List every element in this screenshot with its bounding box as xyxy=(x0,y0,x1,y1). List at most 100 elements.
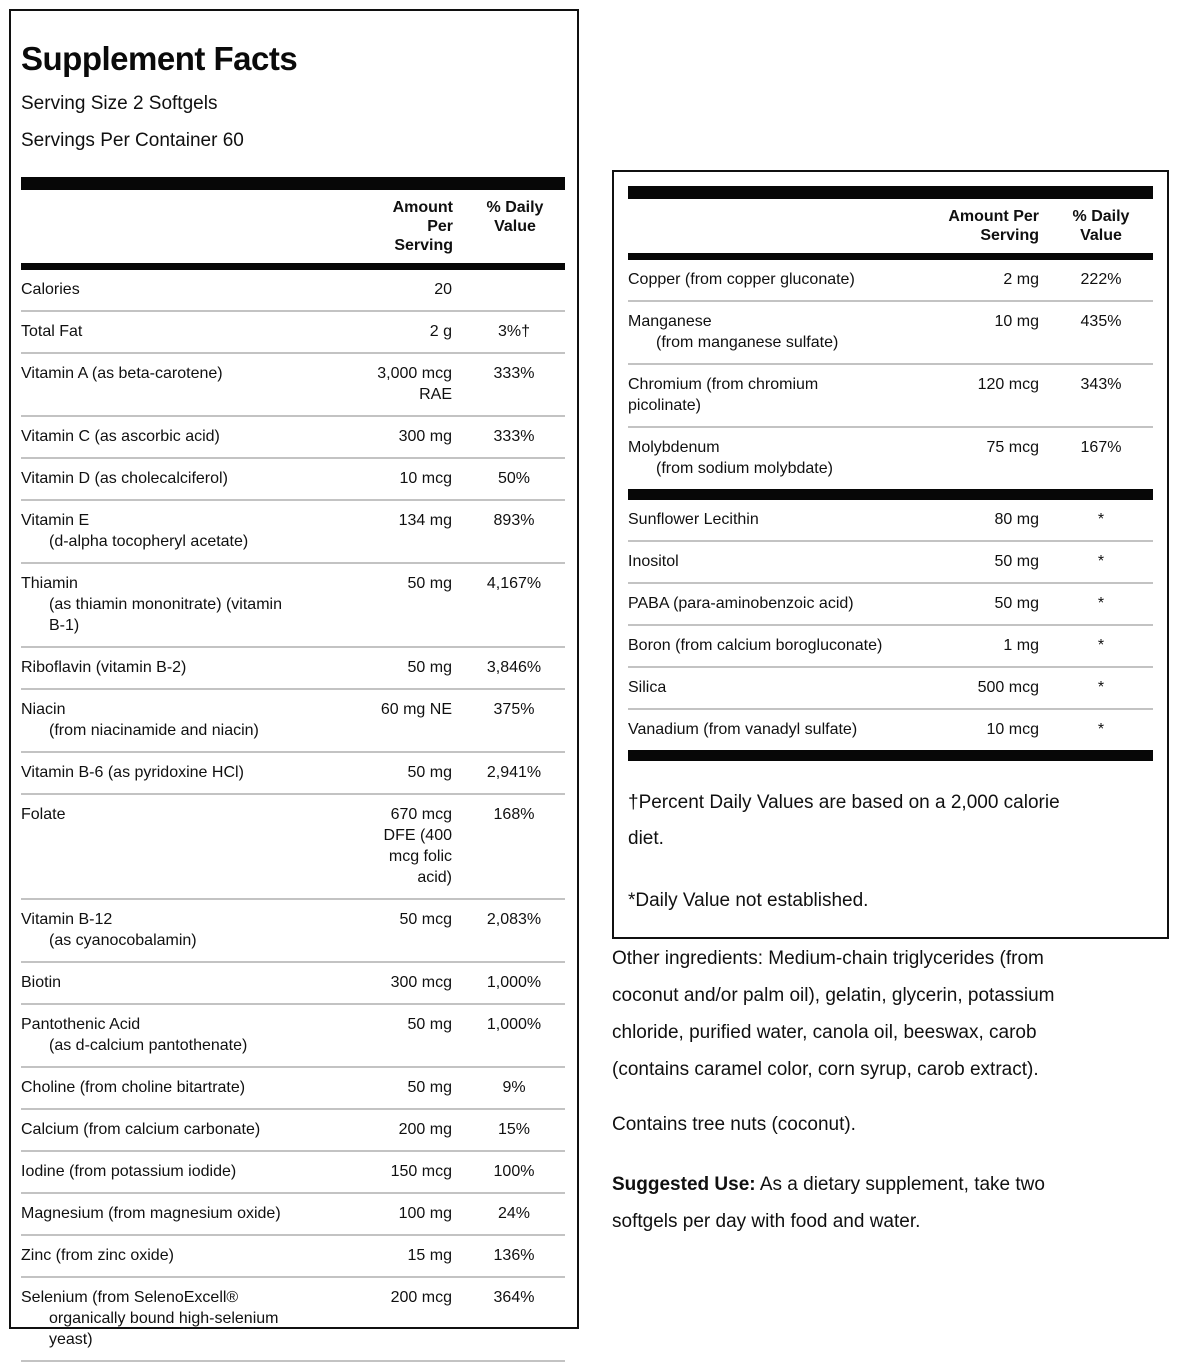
divider-bar-medium xyxy=(628,253,1153,260)
nutrient-name: Manganese (from manganese sulfate) xyxy=(628,311,933,353)
nutrient-name: Molybdenum (from sodium molybdate) xyxy=(628,437,933,479)
nutrient-name: Folate xyxy=(21,805,66,823)
nutrient-name: Vitamin D (as cholecalciferol) xyxy=(21,469,228,487)
table-row: Vitamin C (as ascorbic acid) 300 mg 333% xyxy=(21,417,565,459)
supplement-facts-panel-left: Supplement Facts Serving Size 2 Softgels… xyxy=(9,9,579,1362)
group-divider-bar xyxy=(628,489,1153,500)
nutrient-amount: 50 mg xyxy=(994,553,1039,570)
table-row: Calories 20 xyxy=(21,270,565,312)
table-row: Riboflavin (vitamin B-2) 50 mg 3,846% xyxy=(21,648,565,690)
table-row: PABA (para-aminobenzoic acid) 50 mg * xyxy=(628,584,1153,626)
nutrient-name: Vitamin E (d-alpha tocopheryl acetate) xyxy=(21,510,354,552)
nutrient-daily-value: 333% xyxy=(493,364,535,382)
table-row: Molybdenum (from sodium molybdate) 75 mcg 1… xyxy=(628,428,1153,489)
nutrient-daily-value: 364% xyxy=(493,1288,535,1306)
nutrient-amount: 2 g xyxy=(429,322,452,340)
nutrient-amount: 134 mg xyxy=(398,511,452,529)
nutrient-name: Calcium (from calcium carbonate) xyxy=(21,1120,261,1138)
nutrient-daily-value: 2,083% xyxy=(486,910,542,928)
table-row: Vitamin E (d-alpha tocopheryl acetate) 134… xyxy=(21,501,565,564)
nutrient-name: Silica xyxy=(628,679,667,696)
table-row: Zinc (from zinc oxide) 15 mg 136% xyxy=(21,1236,565,1278)
table-row: Pantothenic Acid (as d-calcium pantothena… xyxy=(21,1005,565,1068)
nutrient-amount: 50 mg xyxy=(407,1015,452,1033)
table-row: Inositol 50 mg * xyxy=(628,542,1153,584)
suggested-use-text: Suggested Use: As a dietary supplement, … xyxy=(612,1166,1172,1240)
footnote-percent-daily-value: †Percent Daily Values are based on a 2,0… xyxy=(628,792,1060,849)
nutrient-daily-value: * xyxy=(1097,595,1105,612)
nutrient-amount: 15 mg xyxy=(407,1246,452,1264)
nutrient-daily-value: 3%† xyxy=(497,322,531,340)
table-row: Iodine (from potassium iodide) 150 mcg 100… xyxy=(21,1152,565,1194)
nutrient-daily-value: 15% xyxy=(497,1120,531,1138)
nutrient-daily-value: * xyxy=(1097,679,1105,696)
column-header-daily-value: % Daily Value xyxy=(1072,208,1130,244)
table-row: Silica 500 mcg * xyxy=(628,668,1153,710)
nutrient-daily-value: 375% xyxy=(493,700,535,718)
nutrient-daily-value: 333% xyxy=(493,427,535,445)
nutrient-name: Copper (from copper gluconate) xyxy=(628,271,855,288)
nutrient-name-detail: (d-alpha tocopheryl acetate) xyxy=(49,532,249,550)
nutrient-name: Sunflower Lecithin xyxy=(628,511,759,528)
nutrient-table-minerals: Copper (from copper gluconate) 2 mg 222% Ma… xyxy=(628,260,1153,489)
nutrient-daily-value: * xyxy=(1097,553,1105,570)
nutrient-daily-value: 222% xyxy=(1080,271,1122,288)
nutrient-name-detail: (as d-calcium pantothenate) xyxy=(49,1036,248,1054)
other-ingredients-section: Other ingredients: Medium-chain triglyce… xyxy=(612,940,1172,1088)
table-row: Choline (from choline bitartrate) 50 mg 9% xyxy=(21,1068,565,1110)
nutrient-name: Boron (from calcium borogluconate) xyxy=(628,637,883,654)
nutrient-name: Iodine (from potassium iodide) xyxy=(21,1162,237,1180)
nutrient-daily-value: 167% xyxy=(1080,439,1122,456)
column-header-amount: Amount Per Serving xyxy=(948,208,1039,244)
nutrient-table-left: Calories 20 Total Fat 2 g 3%† Vitamin A (as b… xyxy=(21,270,565,1362)
table-row: Vanadium (from vanadyl sulfate) 10 mcg * xyxy=(628,710,1153,750)
nutrient-daily-value: 1,000% xyxy=(486,973,542,991)
nutrient-amount: 120 mcg xyxy=(977,376,1039,393)
nutrient-daily-value: 3,846% xyxy=(486,658,542,676)
table-header: Amount Per Serving % Daily Value xyxy=(628,199,1153,253)
nutrient-amount: 200 mcg xyxy=(390,1288,452,1306)
column-header-amount: Amount Per Serving xyxy=(392,198,453,254)
nutrient-amount: 300 mcg xyxy=(390,973,452,991)
nutrient-name: Choline (from choline bitartrate) xyxy=(21,1078,246,1096)
group-divider-bar xyxy=(628,750,1153,761)
allergen-section: Contains tree nuts (coconut). xyxy=(612,1106,1172,1143)
nutrient-amount: 50 mcg xyxy=(399,910,452,928)
table-row: Vitamin B-12 (as cyanocobalamin) 50 mcg 2,0… xyxy=(21,900,565,963)
nutrient-name: Chromium (from chromium picolinate) xyxy=(628,376,819,414)
nutrient-amount: 50 mg xyxy=(407,658,452,676)
nutrient-amount: 10 mcg xyxy=(986,721,1039,738)
nutrient-name: Inositol xyxy=(628,553,679,570)
other-ingredients-text: Other ingredients: Medium-chain triglyce… xyxy=(612,948,1055,1080)
nutrient-amount: 50 mg xyxy=(407,763,452,781)
nutrient-table-other: Sunflower Lecithin 80 mg * Inositol 50 mg * PA… xyxy=(628,500,1153,750)
divider-bar-heavy xyxy=(21,176,565,190)
table-row: Manganese (from manganese sulfate) 10 mg 43… xyxy=(628,302,1153,365)
nutrient-name-detail: (from manganese sulfate) xyxy=(656,334,839,351)
nutrient-name: Selenium (from SelenoExcell® organically … xyxy=(21,1287,354,1350)
nutrient-name: Riboflavin (vitamin B-2) xyxy=(21,658,187,676)
nutrient-name: Vanadium (from vanadyl sulfate) xyxy=(628,721,858,738)
nutrient-daily-value: 50% xyxy=(497,469,531,487)
nutrient-amount: 3,000 mcg RAE xyxy=(377,364,452,403)
servings-per-container: Servings Per Container 60 xyxy=(21,130,244,152)
nutrient-name: Biotin xyxy=(21,973,62,991)
table-row: Selenium (from SelenoExcell® organically … xyxy=(21,1278,565,1362)
nutrient-name: Total Fat xyxy=(21,322,83,340)
nutrient-amount: 1 mg xyxy=(1003,637,1039,654)
nutrient-daily-value: 1,000% xyxy=(486,1015,542,1033)
supplement-facts-title: Supplement Facts xyxy=(21,40,298,77)
allergen-text: Contains tree nuts (coconut). xyxy=(612,1114,856,1135)
divider-bar-medium xyxy=(21,262,565,270)
nutrient-daily-value: 9% xyxy=(502,1078,526,1096)
nutrient-amount: 500 mcg xyxy=(977,679,1039,696)
suggested-use-section: Suggested Use: As a dietary supplement, … xyxy=(612,1166,1172,1240)
nutrient-name: Calories xyxy=(21,280,80,298)
table-row: Sunflower Lecithin 80 mg * xyxy=(628,500,1153,542)
table-row: Niacin (from niacinamide and niacin) 60 mg… xyxy=(21,690,565,753)
column-header-daily-value: % Daily Value xyxy=(486,198,544,235)
nutrient-name: Vitamin C (as ascorbic acid) xyxy=(21,427,220,445)
nutrient-daily-value: 100% xyxy=(493,1162,535,1180)
suggested-use-body: As a dietary supplement, take two softge… xyxy=(612,1174,1045,1232)
table-row: Chromium (from chromium picolinate) 120 m… xyxy=(628,365,1153,428)
